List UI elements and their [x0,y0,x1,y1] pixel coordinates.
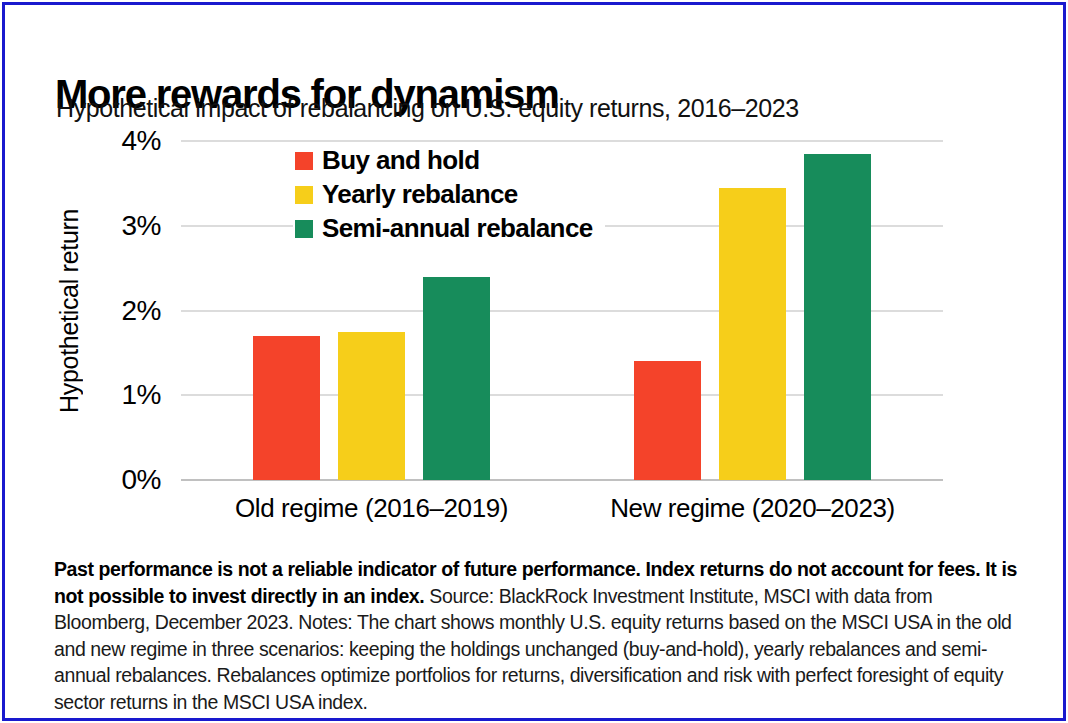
legend-label: Buy and hold [322,145,479,176]
x-category-label: Old regime (2016–2019) [235,493,508,523]
y-tick-label: 2% [87,296,161,326]
footnote: Past performance is not a reliable indic… [54,556,1022,715]
legend-label: Yearly rebalance [322,179,518,210]
legend-swatch-yearly-rebalance [295,186,313,204]
bar-buy-and-hold-old-regime-2016-2019 [253,336,320,480]
y-axis-title: Hypothetical return [53,141,85,480]
x-category-label: New regime (2020–2023) [610,493,895,523]
legend-swatch-semi-annual-rebalance [295,220,313,238]
y-tick-label: 3% [87,211,161,241]
legend-label: Semi-annual rebalance [322,213,593,244]
legend-item: Semi-annual rebalance [295,213,593,244]
legend-swatch-buy-and-hold [295,152,313,170]
page-subtitle: Hypothetical impact of rebalancing on U.… [56,93,799,123]
legend-item: Buy and hold [295,145,593,176]
legend: Buy and holdYearly rebalanceSemi-annual … [293,143,605,249]
bar-yearly-rebalance-old-regime-2016-2019 [338,332,405,480]
y-tick-label: 1% [87,380,161,410]
y-tick-label: 0% [87,465,161,495]
bar-buy-and-hold-new-regime-2020-2023 [634,361,701,480]
chart-card: More rewards for dynamism Hypothetical i… [2,2,1066,721]
plot-area: Buy and holdYearly rebalanceSemi-annual … [181,141,943,480]
bar-semi-annual-rebalance-new-regime-2020-2023 [804,154,871,480]
y-tick-label: 4% [87,126,161,156]
bar-yearly-rebalance-new-regime-2020-2023 [719,188,786,480]
gridline [181,140,943,142]
legend-item: Yearly rebalance [295,179,593,210]
bar-semi-annual-rebalance-old-regime-2016-2019 [423,277,490,480]
